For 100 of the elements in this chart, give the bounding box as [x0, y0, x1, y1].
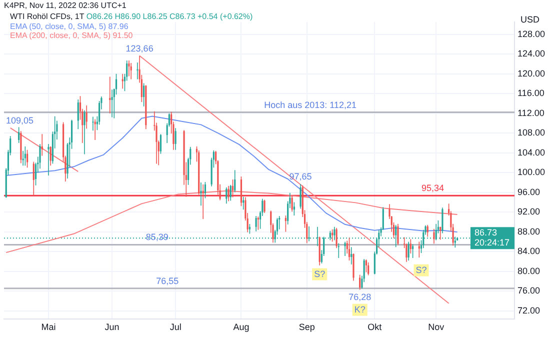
y-tick-label: 108.00 — [517, 128, 546, 138]
candlestick — [442, 207, 444, 234]
y-tick-label: 92.00 — [517, 206, 540, 217]
text: EMA (200, close, 0, SMA, 5) 91.50 — [10, 31, 133, 40]
candlestick — [240, 176, 242, 207]
candlestick — [248, 224, 251, 234]
x-tick-label: Okt — [368, 322, 382, 332]
candlestick — [264, 199, 266, 214]
candlestick — [332, 228, 334, 242]
candlestick — [143, 82, 145, 107]
y-tick-label: 128.00 — [517, 28, 546, 39]
candlestick — [435, 224, 437, 241]
candlestick — [160, 134, 162, 154]
candlestick — [397, 224, 399, 246]
candlestick — [291, 195, 293, 212]
y-tick-label: 84.00 — [517, 246, 540, 256]
candlestick — [77, 99, 79, 130]
candlestick — [50, 146, 52, 166]
candlestick — [39, 144, 41, 170]
x-tick-label: Nov — [428, 322, 445, 332]
candlestick — [433, 228, 435, 244]
annotation: S? — [314, 268, 326, 279]
candlestick — [200, 182, 202, 206]
candlestick — [440, 226, 442, 240]
candlestick — [202, 184, 204, 220]
ref-line-label: Hoch aus 2013: 112,21 — [264, 100, 356, 110]
candlestick — [352, 253, 354, 282]
annotation: 123,66 — [126, 43, 154, 54]
candlestick — [426, 224, 428, 238]
candlestick — [24, 146, 26, 166]
y-axis-title: USD — [520, 14, 540, 24]
annotation: K? — [354, 304, 366, 314]
y-tick-label: 120.00 — [517, 68, 546, 78]
x-tick-label: Jun — [104, 322, 120, 332]
y-tick-label: 100.00 — [517, 167, 546, 178]
candlestick — [242, 196, 244, 210]
x-tick-label: Aug — [233, 322, 250, 332]
candlestick — [232, 179, 234, 198]
candlestick — [338, 242, 340, 258]
annotation: 20:24:17 — [474, 238, 510, 248]
candlestick — [344, 241, 346, 256]
annotation: S? — [416, 264, 427, 275]
candlestick — [48, 144, 50, 176]
candlestick — [32, 161, 34, 196]
candlestick — [284, 215, 287, 232]
candlestick — [174, 128, 176, 150]
candlestick — [418, 241, 420, 258]
candlestick — [334, 226, 336, 241]
candlestick — [255, 216, 257, 232]
candlestick — [86, 105, 88, 130]
text: K4PR, Nov 11, 2022 02:36 UTC+1 — [4, 1, 126, 11]
chart-subtitle: O86.26 H86.90 L86.25 C86.73 +0.54 (+0.62%) — [85, 12, 253, 21]
ref-line-label: 85,39 — [146, 232, 168, 242]
y-tick-label: 72.00 — [517, 305, 540, 316]
candlestick — [136, 62, 138, 80]
candlestick — [94, 118, 96, 140]
annotation: 97,65 — [289, 172, 312, 182]
candlestick — [234, 170, 236, 193]
candlestick — [412, 244, 414, 258]
candlestick — [300, 184, 302, 210]
ref-line-label: 86.73 — [474, 228, 498, 238]
candlestick — [368, 262, 370, 276]
text: EMA (50, close, 0, SMA, 5) 87.96 — [10, 22, 128, 30]
candlestick — [230, 184, 232, 202]
candlestick — [350, 246, 352, 265]
x-tick-label: Sep — [298, 322, 315, 332]
candlestick — [109, 76, 111, 114]
x-tick-label: Mai — [41, 322, 56, 332]
y-tick-label: 112.00 — [517, 108, 544, 118]
candlestick — [226, 186, 228, 204]
candlestick — [365, 259, 368, 273]
x-tick-label: Jul — [170, 322, 182, 332]
y-tick-label: 116.00 — [517, 88, 544, 98]
candlestick — [18, 126, 20, 144]
candlestick — [111, 89, 113, 118]
candlestick — [410, 238, 412, 254]
candlestick — [204, 182, 206, 199]
annotation: 109,05 — [6, 115, 34, 126]
y-tick-label: 104.00 — [517, 147, 546, 158]
candlestick — [228, 186, 230, 202]
candlestick — [84, 110, 86, 155]
candlestick — [257, 216, 259, 230]
y-tick-label: 88.00 — [517, 226, 540, 236]
candlestick — [41, 134, 43, 156]
candlestick — [293, 202, 295, 216]
y-tick-label: 80.00 — [517, 266, 540, 276]
y-tick-label: 76.00 — [517, 286, 540, 296]
ref-line-label: 95,34 — [422, 183, 444, 194]
candlestick — [128, 60, 130, 77]
candlestick — [348, 237, 350, 261]
candlestick — [336, 227, 338, 249]
candlestick — [130, 62, 132, 80]
y-tick-label: 96.00 — [517, 186, 540, 197]
candlestick — [408, 241, 410, 261]
ref-line-label: 76,55 — [156, 276, 179, 286]
y-tick-label: 124.00 — [517, 48, 546, 59]
chart-title: WTI Rohöl CFDs, 1T — [10, 12, 84, 21]
annotation: 76,28 — [348, 292, 372, 302]
candlestick — [92, 116, 94, 132]
candlestick — [359, 274, 361, 290]
